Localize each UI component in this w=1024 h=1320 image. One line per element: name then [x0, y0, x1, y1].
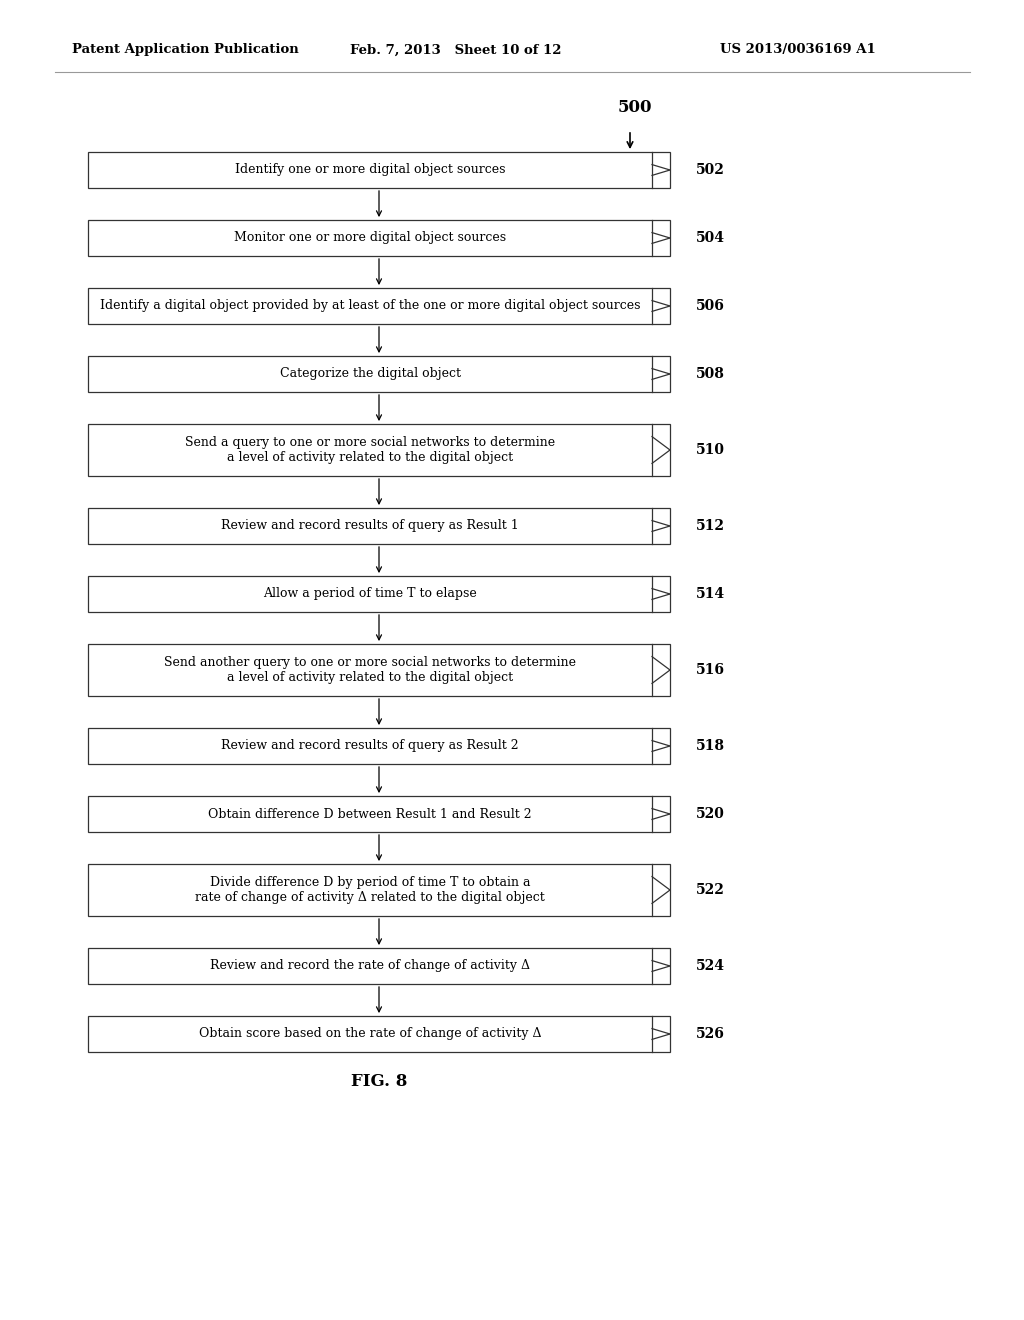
Text: Send another query to one or more social networks to determine: Send another query to one or more social… — [164, 656, 575, 669]
Text: 506: 506 — [696, 300, 725, 313]
Bar — [88, 644, 670, 696]
Text: Feb. 7, 2013   Sheet 10 of 12: Feb. 7, 2013 Sheet 10 of 12 — [350, 44, 561, 57]
Text: US 2013/0036169 A1: US 2013/0036169 A1 — [720, 44, 876, 57]
Text: 504: 504 — [696, 231, 725, 246]
Text: 512: 512 — [696, 519, 725, 533]
Text: 524: 524 — [696, 960, 725, 973]
Text: Identify one or more digital object sources: Identify one or more digital object sour… — [234, 164, 505, 177]
Text: Review and record results of query as Result 1: Review and record results of query as Re… — [221, 520, 519, 532]
Text: a level of activity related to the digital object: a level of activity related to the digit… — [227, 671, 513, 684]
Text: Categorize the digital object: Categorize the digital object — [280, 367, 461, 380]
Text: Monitor one or more digital object sources: Monitor one or more digital object sourc… — [233, 231, 506, 244]
Bar — [88, 220, 670, 256]
Bar — [88, 508, 670, 544]
Text: Review and record the rate of change of activity Δ: Review and record the rate of change of … — [210, 960, 530, 973]
Text: 522: 522 — [696, 883, 725, 898]
Bar — [88, 796, 670, 832]
Text: 514: 514 — [696, 587, 725, 601]
Text: Allow a period of time T to elapse: Allow a period of time T to elapse — [263, 587, 477, 601]
Text: 518: 518 — [696, 739, 725, 752]
Text: 520: 520 — [696, 807, 725, 821]
Bar — [88, 356, 670, 392]
Bar — [88, 576, 670, 612]
Bar — [88, 288, 670, 323]
Text: Identify a digital object provided by at least of the one or more digital object: Identify a digital object provided by at… — [99, 300, 640, 313]
Text: rate of change of activity Δ related to the digital object: rate of change of activity Δ related to … — [196, 891, 545, 904]
Text: Patent Application Publication: Patent Application Publication — [72, 44, 299, 57]
Text: 526: 526 — [696, 1027, 725, 1041]
Bar — [88, 729, 670, 764]
Text: 510: 510 — [696, 444, 725, 457]
Text: 508: 508 — [696, 367, 725, 381]
Bar — [88, 1016, 670, 1052]
Text: a level of activity related to the digital object: a level of activity related to the digit… — [227, 451, 513, 465]
Text: Send a query to one or more social networks to determine: Send a query to one or more social netwo… — [185, 436, 555, 449]
Text: 502: 502 — [696, 162, 725, 177]
Bar — [88, 948, 670, 983]
Bar — [88, 865, 670, 916]
Text: 516: 516 — [696, 663, 725, 677]
Text: Obtain score based on the rate of change of activity Δ: Obtain score based on the rate of change… — [199, 1027, 542, 1040]
Text: 500: 500 — [618, 99, 652, 116]
Text: FIG. 8: FIG. 8 — [351, 1073, 408, 1090]
Bar — [88, 424, 670, 477]
Text: Obtain difference D between Result 1 and Result 2: Obtain difference D between Result 1 and… — [208, 808, 531, 821]
Text: Review and record results of query as Result 2: Review and record results of query as Re… — [221, 739, 519, 752]
Text: Divide difference D by period of time T to obtain a: Divide difference D by period of time T … — [210, 876, 530, 888]
Bar — [88, 152, 670, 187]
